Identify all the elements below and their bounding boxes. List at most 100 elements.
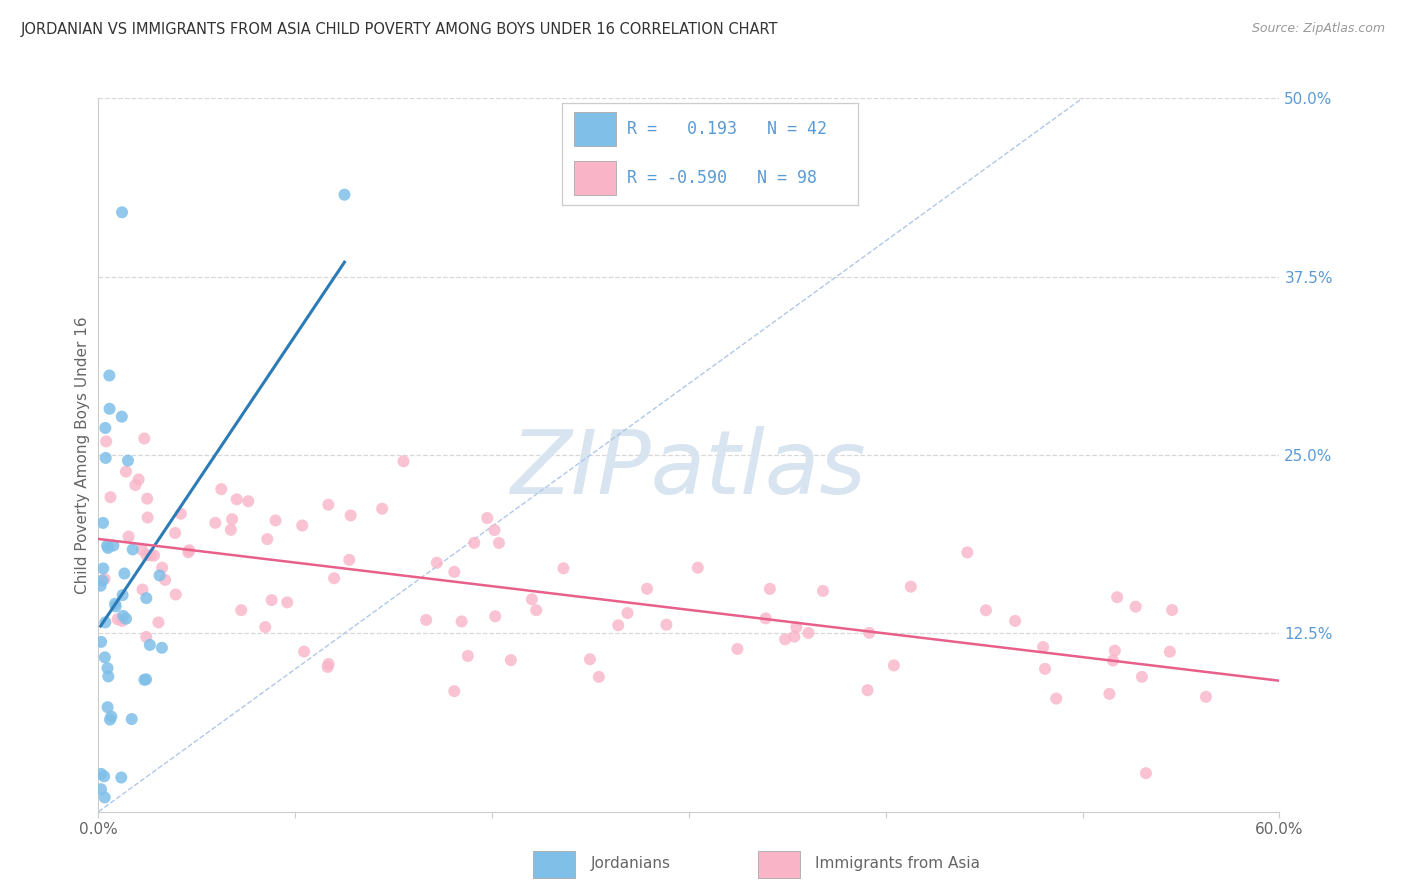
Point	[974, 603, 997, 617]
Point	[94, 450, 117, 465]
Point	[221, 512, 243, 526]
Point	[165, 526, 187, 541]
Point	[725, 642, 748, 657]
Point	[773, 632, 796, 647]
Point	[139, 549, 162, 563]
Point	[318, 498, 340, 512]
Text: Source: ZipAtlas.com: Source: ZipAtlas.com	[1251, 22, 1385, 36]
Point	[90, 635, 112, 649]
Point	[484, 523, 506, 537]
Point	[488, 536, 510, 550]
Point	[1159, 645, 1181, 659]
Point	[1104, 643, 1126, 657]
Y-axis label: Child Poverty Among Boys Under 16: Child Poverty Among Boys Under 16	[75, 316, 90, 594]
Point	[90, 782, 112, 797]
Point	[111, 409, 134, 424]
Point	[165, 587, 187, 601]
Point	[209, 482, 232, 496]
Point	[339, 508, 361, 523]
Point	[121, 712, 143, 726]
Point	[143, 549, 166, 563]
Point	[337, 553, 360, 567]
Point	[135, 591, 157, 606]
Point	[686, 560, 709, 574]
Point	[91, 561, 114, 575]
Point	[524, 603, 547, 617]
Point	[121, 542, 143, 557]
Bar	[758, 851, 800, 878]
Text: JORDANIAN VS IMMIGRANTS FROM ASIA CHILD POVERTY AMONG BOYS UNDER 16 CORRELATION : JORDANIAN VS IMMIGRANTS FROM ASIA CHILD …	[21, 22, 779, 37]
Point	[134, 432, 156, 446]
Point	[463, 536, 485, 550]
Point	[139, 638, 162, 652]
Point	[90, 767, 112, 781]
Point	[371, 501, 394, 516]
Point	[131, 542, 153, 557]
Point	[100, 709, 122, 723]
Point	[111, 588, 134, 602]
Point	[153, 573, 176, 587]
Point	[1130, 670, 1153, 684]
Point	[392, 454, 415, 468]
Point	[115, 612, 138, 626]
Point	[276, 595, 298, 609]
Point	[103, 539, 125, 553]
Point	[477, 511, 499, 525]
Point	[111, 614, 134, 628]
Point	[457, 648, 479, 663]
Text: ZIPatlas: ZIPatlas	[512, 426, 866, 512]
Point	[124, 478, 146, 492]
Point	[858, 625, 880, 640]
Point	[107, 612, 129, 626]
Point	[134, 673, 156, 687]
Point	[1135, 766, 1157, 780]
Point	[883, 658, 905, 673]
Point	[98, 401, 121, 416]
Point	[1107, 591, 1129, 605]
Point	[104, 599, 127, 614]
Point	[100, 490, 122, 504]
Point	[128, 472, 150, 486]
Point	[219, 523, 242, 537]
Bar	[574, 112, 616, 145]
Point	[856, 683, 879, 698]
Point	[260, 593, 283, 607]
Point	[484, 609, 506, 624]
Point	[520, 592, 543, 607]
Point	[110, 771, 132, 785]
Point	[759, 582, 782, 596]
Point	[98, 713, 121, 727]
Point	[94, 650, 117, 665]
Point	[131, 582, 153, 597]
Point	[148, 615, 170, 630]
Point	[91, 574, 114, 588]
Point	[135, 548, 157, 562]
Point	[97, 541, 120, 555]
Point	[1125, 599, 1147, 614]
Point	[264, 513, 287, 527]
Point	[104, 597, 127, 611]
Point	[1033, 662, 1056, 676]
Point	[956, 545, 979, 559]
Point	[91, 516, 114, 530]
Point	[150, 640, 173, 655]
Point	[115, 465, 138, 479]
Point	[450, 615, 472, 629]
Point	[96, 661, 118, 675]
Point	[1004, 614, 1026, 628]
Point	[117, 530, 139, 544]
Point	[1032, 640, 1054, 654]
Point	[256, 532, 278, 546]
Point	[607, 618, 630, 632]
Point	[135, 630, 157, 644]
Point	[785, 620, 807, 634]
Point	[291, 518, 314, 533]
Point	[179, 543, 201, 558]
Point	[811, 583, 834, 598]
Point	[150, 560, 173, 574]
Point	[426, 556, 449, 570]
Text: Immigrants from Asia: Immigrants from Asia	[815, 856, 980, 871]
Point	[1161, 603, 1184, 617]
Point	[415, 613, 437, 627]
Point	[136, 510, 159, 524]
